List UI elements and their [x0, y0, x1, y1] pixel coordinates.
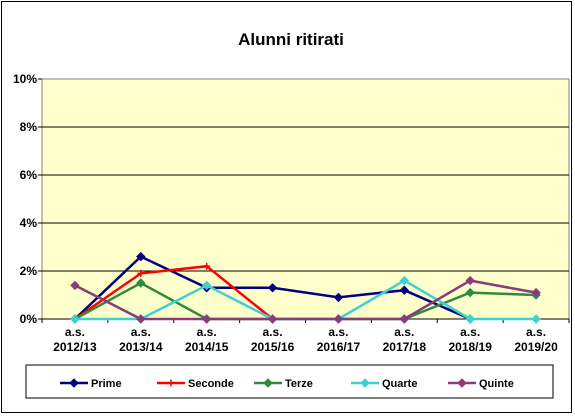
data-point	[69, 378, 79, 388]
y-tick-label: 4%	[20, 216, 38, 230]
y-tick-label: 10%	[13, 72, 37, 86]
data-point	[263, 378, 273, 388]
y-tick-label: 8%	[20, 120, 38, 134]
data-point	[457, 378, 467, 388]
data-point	[333, 292, 344, 303]
y-tick-label: 2%	[20, 264, 38, 278]
x-tick-label: a.s. 2016/17	[317, 325, 361, 354]
data-point	[70, 280, 80, 291]
data-point	[136, 251, 146, 262]
series-layer	[70, 251, 541, 324]
data-point	[203, 262, 211, 270]
legend-item-quinte: Quinte	[448, 378, 514, 390]
data-point	[399, 275, 410, 286]
x-tick-label: a.s. 2019/20	[514, 325, 558, 354]
data-point	[70, 314, 80, 324]
legend-label: Prime	[91, 378, 122, 390]
data-point	[136, 314, 146, 324]
data-point	[136, 278, 146, 288]
data-point	[137, 269, 145, 277]
data-point	[333, 314, 344, 324]
data-point	[399, 285, 410, 295]
x-tick-label: a.s. 2017/18	[383, 325, 427, 354]
data-point	[201, 280, 212, 291]
x-tick-label: a.s. 2014/15	[185, 325, 229, 354]
legend-label: Quinte	[479, 378, 514, 390]
x-tick-label: a.s. 2012/13	[53, 325, 97, 354]
series-quinte	[70, 275, 541, 324]
data-point	[267, 283, 278, 293]
x-tick-label: a.s. 2013/14	[119, 325, 163, 354]
data-point	[465, 314, 475, 324]
data-point	[167, 379, 175, 387]
legend-item-prime: Prime	[60, 378, 122, 390]
legend-label: Quarte	[382, 378, 417, 390]
data-point	[201, 314, 212, 324]
data-point	[399, 314, 410, 324]
legend-item-seconde: Seconde	[157, 378, 234, 390]
legend-item-quarte: Quarte	[351, 378, 417, 390]
x-tick-label: a.s. 2015/16	[251, 325, 295, 354]
data-point	[531, 287, 541, 298]
y-axis: 0% 2% 4% 6% 8% 10%	[13, 72, 42, 326]
plot-area	[41, 78, 570, 320]
data-point	[360, 378, 370, 388]
data-point	[267, 314, 278, 324]
chart-title: Alunni ritirati	[238, 30, 344, 49]
series-line	[74, 279, 537, 321]
data-point	[465, 287, 475, 298]
y-tick-label: 6%	[20, 168, 38, 182]
legend-item-terze: Terze	[254, 378, 313, 390]
series-line	[74, 264, 274, 321]
data-point	[465, 275, 475, 286]
legend-label: Seconde	[188, 378, 234, 390]
gridlines	[42, 126, 569, 272]
x-axis: a.s. 2012/13 a.s. 2013/14 a.s. 2014/15 a.s. 201…	[41, 318, 570, 354]
y-tick-label: 0%	[20, 312, 38, 326]
data-point	[531, 314, 541, 324]
x-tick-label: a.s. 2018/19	[448, 325, 492, 354]
legend-label: Terze	[285, 378, 313, 390]
legend: Prime Seconde Terze Quarte Quinte	[25, 364, 554, 399]
